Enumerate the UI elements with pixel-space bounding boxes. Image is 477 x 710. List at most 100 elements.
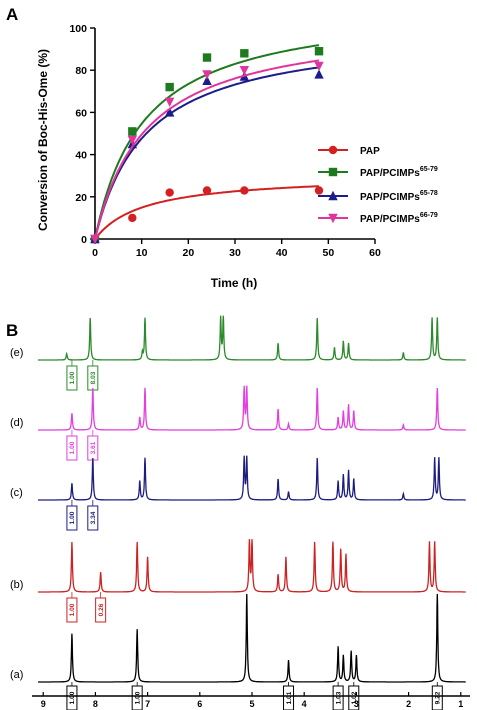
spectrum-line: [38, 455, 466, 501]
legend-marker: [328, 213, 338, 224]
data-point: [164, 107, 175, 117]
data-point: [165, 82, 174, 92]
integral-label: 0.26: [95, 592, 107, 623]
integral-box: [348, 685, 360, 710]
series-2: [90, 66, 324, 244]
data-point: [128, 127, 137, 136]
ppm-tick-label: 3: [354, 699, 359, 709]
integral-label: 1.00: [131, 682, 143, 710]
integral-value: 3.61: [90, 441, 97, 454]
legend-marker: [328, 190, 338, 201]
y-tick-label: 100: [69, 23, 87, 35]
conversion-chart: 0 10 20 30 40 50 60 0 20 40 60 80 100 Time (h) Conv…: [36, 23, 438, 290]
legend-label: PAP/PCIMPs65-79: [360, 166, 438, 179]
y-tick-label: 20: [75, 192, 87, 204]
legend-item: PAP: [318, 145, 380, 157]
legend-item: PAP/PCIMPs65-79: [318, 166, 438, 179]
integral-box: [431, 685, 443, 710]
nmr-stack: (e) 1.00 8.03 (d) 1.00 3.61 (c) 1.00 3.34 (b) 1.00…: [10, 315, 470, 710]
trace-label: (a): [10, 669, 23, 681]
integral-label: 1.00: [66, 500, 78, 531]
integral-label: 8.03: [87, 360, 99, 391]
panel-label-a: A: [6, 5, 18, 24]
y-tick-label: 40: [75, 150, 87, 162]
nmr-trace-3: (b) 1.00 0.26: [10, 539, 466, 623]
legend: PAP PAP/PCIMPs65-79 PAP/PCIMPs65-78 PAP/PCI…: [318, 145, 438, 225]
x-axis: 0 10 20 30 40 50 60: [92, 239, 381, 259]
data-point: [240, 49, 249, 58]
y-axis-title: Conversion of Boc-His-Ome (%): [36, 49, 50, 231]
ppm-tick-label: 8: [93, 699, 98, 709]
nmr-trace-0: (e) 1.00 8.03: [10, 315, 466, 391]
integral-label: 9.22: [431, 682, 443, 710]
integral-box: [66, 505, 78, 531]
x-tick-label: 50: [322, 247, 334, 259]
y-tick-label: 80: [75, 65, 87, 77]
integral-value: 9.22: [435, 691, 442, 704]
data-point: [164, 97, 175, 108]
legend-label: PAP: [360, 146, 380, 157]
integral-box: [66, 685, 78, 710]
data-point: [314, 61, 324, 72]
y-tick-label: 0: [81, 234, 87, 246]
integral-box: [95, 597, 107, 623]
integral-value: 1.00: [69, 603, 76, 616]
integral-box: [66, 597, 78, 623]
ppm-tick-label: 6: [197, 699, 202, 709]
spectrum-line: [38, 593, 466, 683]
spectrum-line: [38, 315, 466, 361]
x-tick-label: 10: [136, 247, 148, 259]
integral-box: [283, 685, 295, 710]
integral-value: 3.34: [90, 511, 97, 524]
integral-value: 1.03: [335, 691, 342, 704]
trace-label: (d): [10, 417, 23, 429]
integral-label: 1.02: [348, 682, 360, 710]
chart-series: [90, 44, 324, 245]
y-axis: 0 20 40 60 80 100: [69, 23, 95, 246]
x-tick-label: 20: [182, 247, 194, 259]
integral-box: [332, 685, 344, 710]
ppm-tick-label: 7: [145, 699, 150, 709]
data-point: [202, 53, 212, 62]
trace-label: (b): [10, 579, 23, 591]
integral-value: 0.26: [98, 603, 105, 616]
x-tick-label: 60: [369, 247, 381, 259]
integral-box: [87, 505, 99, 531]
nmr-trace-2: (c) 1.00 3.34: [10, 455, 466, 531]
ppm-tick-label: 1: [458, 699, 463, 709]
integral-label: 1.00: [66, 592, 78, 623]
data-point: [314, 69, 324, 79]
integral-value: 1.00: [134, 691, 141, 704]
nmr-traces: (e) 1.00 8.03 (d) 1.00 3.61 (c) 1.00 3.34 (b) 1.00…: [10, 315, 466, 710]
integral-value: 8.03: [90, 371, 97, 384]
nmr-trace-4: (a) 1.00 1.00 1.01 1.03 1.02 9.22: [10, 593, 466, 710]
data-point: [127, 135, 138, 146]
integral-label: 1.01: [283, 682, 295, 710]
spectrum-line: [38, 385, 466, 431]
data-point: [128, 213, 137, 223]
integral-label: 1.03: [332, 682, 344, 710]
spectrum-line: [38, 539, 466, 593]
panel-label-b: B: [6, 321, 18, 340]
integral-value: 1.00: [69, 691, 76, 704]
integral-box: [66, 365, 78, 391]
legend-label: PAP/PCIMPs65-78: [360, 190, 438, 203]
legend-item: PAP/PCIMPs66-79: [318, 212, 438, 225]
integral-box: [66, 435, 78, 461]
trace-label: (c): [10, 487, 23, 499]
integral-value: 1.01: [286, 691, 293, 704]
data-point: [202, 75, 212, 85]
integral-value: 1.00: [69, 441, 76, 454]
integral-box: [131, 685, 143, 710]
legend-marker: [328, 145, 338, 155]
ppm-tick-label: 4: [302, 699, 307, 709]
x-tick-label: 30: [229, 247, 241, 259]
fit-curve: [94, 59, 320, 240]
integral-value: 1.00: [69, 511, 76, 524]
legend-item: PAP/PCIMPs65-78: [318, 190, 438, 203]
ppm-tick-label: 9: [41, 699, 46, 709]
integral-value: 1.00: [69, 371, 76, 384]
fit-curve: [94, 66, 320, 240]
x-tick-label: 0: [92, 247, 98, 259]
